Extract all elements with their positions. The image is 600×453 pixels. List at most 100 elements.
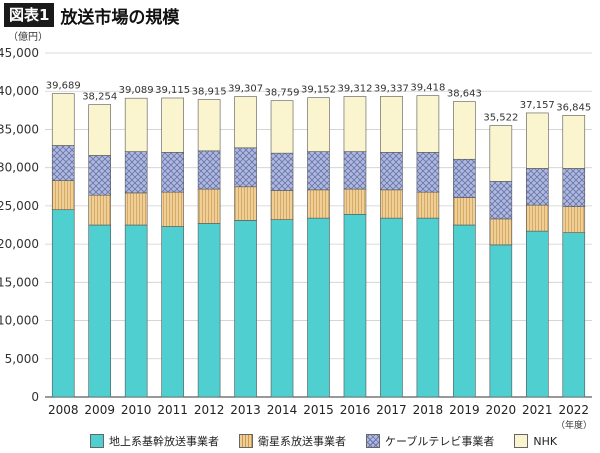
legend-label: 衛星系放送事業者 [258,435,346,448]
legend-label: 地上系基幹放送事業者 [109,435,219,448]
bar-segment-1 [343,213,367,398]
x-tick-label: 2016 [340,403,371,417]
x-axis-unit-label: （年度） [556,419,592,430]
x-tick-label: 2012 [194,403,225,417]
bar-segment-4 [562,115,586,169]
bar-segment-4 [525,112,549,169]
bar-segment-1 [307,217,330,398]
bar-segment-3 [197,150,221,190]
bar-segment-1 [453,224,476,398]
bar-segment-4 [234,96,257,149]
stacked-bar-chart: （億円） 0 5,000 10,000 15,000 20,000 25,000 30,000… [0,30,592,430]
bar-segment-4 [343,96,367,152]
bar-segment-1 [197,223,221,398]
bar-segment-2 [307,189,330,219]
x-tick-label: 2013 [230,403,261,417]
y-tick-label: 25,000 [0,199,39,213]
bar-segment-2 [380,189,403,219]
bar-segment-1 [161,226,184,398]
bar-segment-3 [416,152,440,193]
bar-segment-2 [562,206,586,233]
bar-segment-1 [88,224,111,398]
x-tick-label: 2017 [376,403,407,417]
figure-title: 放送市場の規模 [60,7,180,28]
bar-segment-4 [88,104,111,156]
total-label: 35,522 [483,112,518,123]
chart-legend: 地上系基幹放送事業者 衛星系放送事業者 ケーブルテレビ事業者 NHK [90,433,577,449]
y-tick-label: 20,000 [0,237,39,251]
total-label: 39,418 [410,83,445,94]
figure-tag: 図表1 [4,3,55,27]
total-label: 39,115 [155,85,190,96]
bar-segment-2 [270,190,294,220]
total-label: 39,307 [228,84,263,95]
total-label: 36,845 [556,102,591,113]
bar-segment-4 [307,97,330,152]
legend-swatch [90,434,104,448]
legend-swatch [239,434,253,448]
y-tick-label: 0 [31,390,39,404]
bar-segment-4 [197,99,221,152]
bar-segment-2 [453,197,476,226]
bar-segment-3 [453,158,476,198]
bar-segment-3 [525,168,549,206]
bar-segment-1 [124,224,148,398]
bar-segment-4 [489,125,513,182]
bar-segment-3 [51,145,75,181]
bar-segment-2 [234,186,257,221]
y-axis-unit-label: （億円） [8,30,48,43]
x-tick-label: 2011 [157,403,188,417]
x-tick-label: 2015 [303,403,334,417]
legend-item: ケーブルテレビ事業者 [366,433,494,449]
bar-segment-2 [197,188,221,224]
total-label: 37,157 [520,100,555,111]
bar-segment-4 [453,101,476,160]
legend-item: 衛星系放送事業者 [239,433,346,449]
bar-segment-1 [489,244,513,398]
legend-label: NHK [533,434,558,448]
bar-segment-2 [124,192,148,226]
bar-segment-3 [562,168,586,207]
legend-swatch [514,434,529,448]
bar-segment-2 [416,191,440,219]
bar-segment-1 [525,230,549,398]
legend-item: NHK [514,434,557,448]
legend-label: ケーブルテレビ事業者 [385,435,495,448]
bar-segment-3 [489,181,513,220]
total-label: 38,915 [192,87,227,98]
y-tick-label: 45,000 [0,46,39,60]
bar-segment-2 [161,191,184,227]
y-tick-label: 10,000 [0,314,39,328]
x-tick-label: 2008 [48,403,79,417]
bar-segment-1 [270,219,294,398]
bar-segment-4 [124,97,148,152]
bar-segment-3 [307,151,330,191]
x-tick-label: 2020 [486,403,517,417]
bar-segment-2 [88,194,111,226]
bar-segment-3 [161,152,184,193]
x-tick-label: 2021 [522,403,553,417]
bar-segment-3 [234,147,257,188]
y-tick-label: 40,000 [0,84,39,98]
x-tick-label: 2010 [121,403,152,417]
bar-segment-3 [270,152,294,191]
bar-segment-1 [562,232,586,398]
x-tick-label: 2009 [84,403,115,417]
bar-segment-1 [380,217,403,398]
figure-title-block: 図表1 放送市場の規模 [4,3,180,28]
bar-segment-3 [88,155,111,196]
bar-segment-2 [51,180,75,211]
total-label: 38,643 [447,89,482,100]
bar-segment-2 [525,204,549,232]
total-label: 39,337 [374,83,409,94]
total-label: 39,089 [119,85,154,96]
x-tick-label: 2022 [558,403,589,417]
bar-segment-4 [161,97,184,153]
bar-segment-1 [234,220,257,398]
bar-segment-3 [343,151,367,190]
x-tick-label: 2018 [413,403,444,417]
bar-segment-3 [124,151,148,194]
bar-segment-4 [416,95,440,153]
x-tick-label: 2014 [267,403,298,417]
bar-segment-2 [489,218,513,246]
